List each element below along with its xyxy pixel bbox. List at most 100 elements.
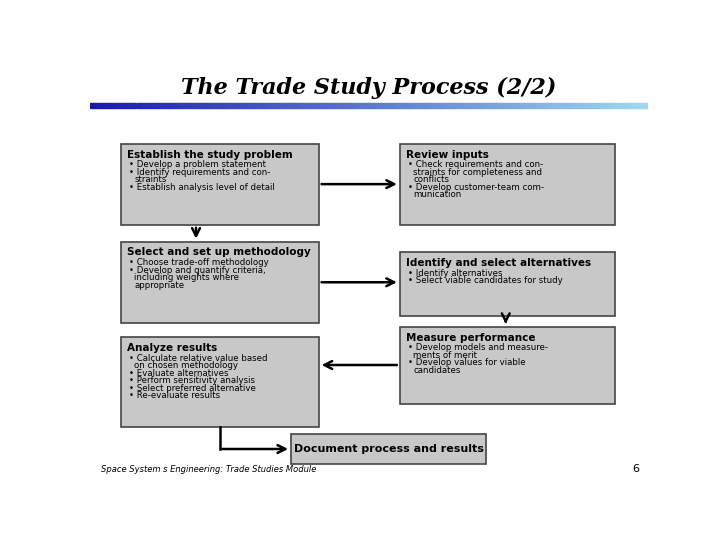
Bar: [101, 103, 103, 109]
Bar: [90, 103, 92, 109]
Bar: [107, 103, 109, 109]
Bar: [253, 103, 256, 109]
Bar: [347, 103, 348, 109]
Bar: [336, 103, 338, 109]
Bar: [629, 103, 631, 109]
Text: Space System s Engineering: Trade Studies Module: Space System s Engineering: Trade Studie…: [101, 465, 317, 474]
Bar: [440, 103, 441, 109]
Bar: [546, 103, 548, 109]
Bar: [514, 103, 516, 109]
Bar: [527, 103, 529, 109]
Bar: [490, 103, 492, 109]
Bar: [276, 103, 278, 109]
Bar: [447, 103, 449, 109]
Bar: [304, 103, 306, 109]
Bar: [393, 103, 395, 109]
Text: • Choose trade-off methodology: • Choose trade-off methodology: [128, 258, 269, 267]
Bar: [289, 103, 291, 109]
Bar: [319, 103, 320, 109]
Bar: [166, 103, 168, 109]
Bar: [559, 103, 561, 109]
Bar: [220, 103, 222, 109]
Bar: [151, 103, 153, 109]
Text: • Select viable candidates for study: • Select viable candidates for study: [408, 276, 562, 285]
Bar: [114, 103, 116, 109]
Bar: [503, 103, 505, 109]
Bar: [467, 103, 469, 109]
Text: Document process and results: Document process and results: [294, 444, 483, 454]
Bar: [131, 103, 132, 109]
Bar: [607, 103, 609, 109]
Bar: [99, 103, 101, 109]
Bar: [639, 103, 641, 109]
Bar: [523, 103, 526, 109]
Bar: [266, 103, 269, 109]
Bar: [280, 103, 282, 109]
Bar: [302, 103, 304, 109]
Bar: [190, 103, 192, 109]
Bar: [137, 103, 138, 109]
Bar: [150, 103, 151, 109]
FancyBboxPatch shape: [400, 144, 615, 225]
Bar: [285, 103, 287, 109]
Bar: [555, 103, 557, 109]
Bar: [135, 103, 137, 109]
Bar: [168, 103, 170, 109]
Bar: [588, 103, 590, 109]
Bar: [243, 103, 244, 109]
Bar: [542, 103, 544, 109]
Text: • Select preferred alternative: • Select preferred alternative: [128, 384, 256, 393]
Bar: [609, 103, 611, 109]
Bar: [444, 103, 445, 109]
Bar: [209, 103, 211, 109]
Text: candidates: candidates: [413, 366, 461, 375]
Bar: [423, 103, 425, 109]
Bar: [339, 103, 341, 109]
Bar: [144, 103, 145, 109]
Bar: [116, 103, 118, 109]
Bar: [256, 103, 258, 109]
Bar: [213, 103, 215, 109]
Bar: [575, 103, 577, 109]
Bar: [400, 103, 402, 109]
Bar: [145, 103, 148, 109]
Bar: [521, 103, 523, 109]
Bar: [228, 103, 230, 109]
Text: • Establish analysis level of detail: • Establish analysis level of detail: [128, 183, 274, 192]
Text: Identify and select alternatives: Identify and select alternatives: [406, 258, 592, 268]
Bar: [250, 103, 252, 109]
Bar: [306, 103, 307, 109]
Bar: [248, 103, 250, 109]
Bar: [432, 103, 434, 109]
Text: Establish the study problem: Establish the study problem: [127, 150, 293, 160]
Bar: [585, 103, 587, 109]
Bar: [380, 103, 382, 109]
Bar: [539, 103, 540, 109]
Bar: [441, 103, 444, 109]
Bar: [291, 103, 293, 109]
Text: Analyze results: Analyze results: [127, 343, 217, 353]
Bar: [311, 103, 313, 109]
Bar: [593, 103, 594, 109]
Bar: [96, 103, 97, 109]
Bar: [189, 103, 190, 109]
Bar: [428, 103, 431, 109]
Bar: [624, 103, 626, 109]
Bar: [466, 103, 467, 109]
Bar: [413, 103, 415, 109]
Bar: [365, 103, 367, 109]
Bar: [449, 103, 451, 109]
Bar: [320, 103, 323, 109]
Text: 6: 6: [633, 464, 639, 474]
Bar: [230, 103, 231, 109]
Text: ments of merit: ments of merit: [413, 351, 477, 360]
Bar: [125, 103, 127, 109]
Bar: [540, 103, 542, 109]
Bar: [494, 103, 495, 109]
Text: • Calculate relative value based: • Calculate relative value based: [128, 354, 267, 363]
Bar: [615, 103, 616, 109]
Bar: [613, 103, 615, 109]
Bar: [637, 103, 639, 109]
Bar: [112, 103, 114, 109]
Bar: [120, 103, 122, 109]
